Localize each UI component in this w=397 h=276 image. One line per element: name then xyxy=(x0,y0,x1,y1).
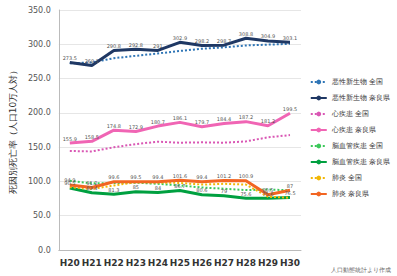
svg-text:172.9: 172.9 xyxy=(129,124,143,130)
svg-text:H21: H21 xyxy=(82,258,102,268)
svg-text:292.8: 292.8 xyxy=(129,42,143,48)
svg-text:90.5: 90.5 xyxy=(64,180,76,187)
svg-text:0.0: 0.0 xyxy=(38,246,51,255)
svg-text:298.7: 298.7 xyxy=(217,38,231,44)
svg-text:肺炎 奈良県: 肺炎 奈良県 xyxy=(332,190,369,198)
svg-text:200.0: 200.0 xyxy=(28,108,51,117)
svg-text:303.1: 303.1 xyxy=(283,35,297,41)
svg-text:184.4: 184.4 xyxy=(217,116,231,122)
svg-text:250.0: 250.0 xyxy=(28,74,51,83)
svg-text:79: 79 xyxy=(221,188,227,194)
svg-text:180.7: 180.7 xyxy=(151,119,165,125)
svg-text:人口動態統計より作成: 人口動態統計より作成 xyxy=(331,266,391,273)
svg-text:H27: H27 xyxy=(214,258,234,268)
svg-text:84: 84 xyxy=(155,185,161,191)
svg-text:81.3: 81.3 xyxy=(108,187,119,193)
svg-text:99.5: 99.5 xyxy=(130,174,141,180)
svg-text:273.5: 273.5 xyxy=(63,55,77,61)
svg-text:174.8: 174.8 xyxy=(107,123,121,129)
svg-text:心疾患 全国: 心疾患 全国 xyxy=(331,110,369,118)
svg-text:H29: H29 xyxy=(258,258,278,268)
svg-text:87: 87 xyxy=(287,183,293,189)
svg-text:85: 85 xyxy=(133,184,139,190)
svg-text:80.5: 80.5 xyxy=(262,187,273,193)
svg-text:91.2: 91.2 xyxy=(86,180,97,186)
svg-text:脳血管疾患 奈良県: 脳血管疾患 奈良県 xyxy=(332,158,390,166)
svg-text:179.7: 179.7 xyxy=(195,119,209,125)
svg-text:94.9: 94.9 xyxy=(64,177,75,183)
svg-text:H23: H23 xyxy=(126,258,146,268)
svg-text:83.4: 83.4 xyxy=(86,185,97,191)
svg-text:75.6: 75.6 xyxy=(262,190,274,197)
svg-text:80.6: 80.6 xyxy=(196,187,207,193)
svg-text:290.8: 290.8 xyxy=(107,43,121,49)
svg-text:101.6: 101.6 xyxy=(173,173,187,179)
svg-text:脳血管疾患 全国: 脳血管疾患 全国 xyxy=(332,142,383,150)
svg-text:100.9: 100.9 xyxy=(239,173,253,179)
svg-text:181.2: 181.2 xyxy=(261,118,275,124)
svg-text:269.1: 269.1 xyxy=(85,58,99,64)
svg-text:H24: H24 xyxy=(148,258,168,268)
svg-text:99.6: 99.6 xyxy=(108,174,119,180)
svg-text:悪性新生物 全国: 悪性新生物 全国 xyxy=(331,78,383,86)
svg-text:199.5: 199.5 xyxy=(283,106,297,112)
svg-text:304.9: 304.9 xyxy=(261,33,275,39)
svg-text:悪性新生物 奈良県: 悪性新生物 奈良県 xyxy=(331,94,390,102)
svg-text:H30: H30 xyxy=(280,258,300,268)
svg-text:291: 291 xyxy=(153,43,163,49)
svg-text:肺炎 全国: 肺炎 全国 xyxy=(332,174,362,182)
svg-text:H26: H26 xyxy=(192,258,212,268)
svg-text:76.5: 76.5 xyxy=(284,190,295,196)
svg-text:186.1: 186.1 xyxy=(173,115,187,121)
svg-text:298.2: 298.2 xyxy=(195,38,209,44)
svg-text:50.0: 50.0 xyxy=(33,211,51,220)
svg-text:350.0: 350.0 xyxy=(28,6,51,15)
svg-text:75.6: 75.6 xyxy=(240,191,251,197)
svg-text:死因別死亡率（人口10万人対）: 死因別死亡率（人口10万人対） xyxy=(8,66,18,194)
svg-text:158.5: 158.5 xyxy=(85,134,99,140)
svg-text:86.7: 86.7 xyxy=(174,183,185,189)
svg-text:150.0: 150.0 xyxy=(28,143,51,152)
svg-text:187.2: 187.2 xyxy=(239,114,253,120)
svg-text:101.2: 101.2 xyxy=(217,173,231,179)
svg-text:300.0: 300.0 xyxy=(28,40,51,49)
svg-text:心疾患 奈良県: 心疾患 奈良県 xyxy=(331,126,376,134)
svg-text:H25: H25 xyxy=(170,258,190,268)
svg-text:100.0: 100.0 xyxy=(28,177,51,186)
svg-text:H20: H20 xyxy=(60,258,80,268)
svg-text:308.8: 308.8 xyxy=(239,31,253,37)
svg-text:99.4: 99.4 xyxy=(196,174,207,180)
svg-text:302.9: 302.9 xyxy=(173,35,187,41)
svg-text:H28: H28 xyxy=(236,258,256,268)
svg-text:H22: H22 xyxy=(104,258,124,268)
svg-text:99.4: 99.4 xyxy=(152,174,163,180)
svg-text:155.9: 155.9 xyxy=(63,136,77,142)
